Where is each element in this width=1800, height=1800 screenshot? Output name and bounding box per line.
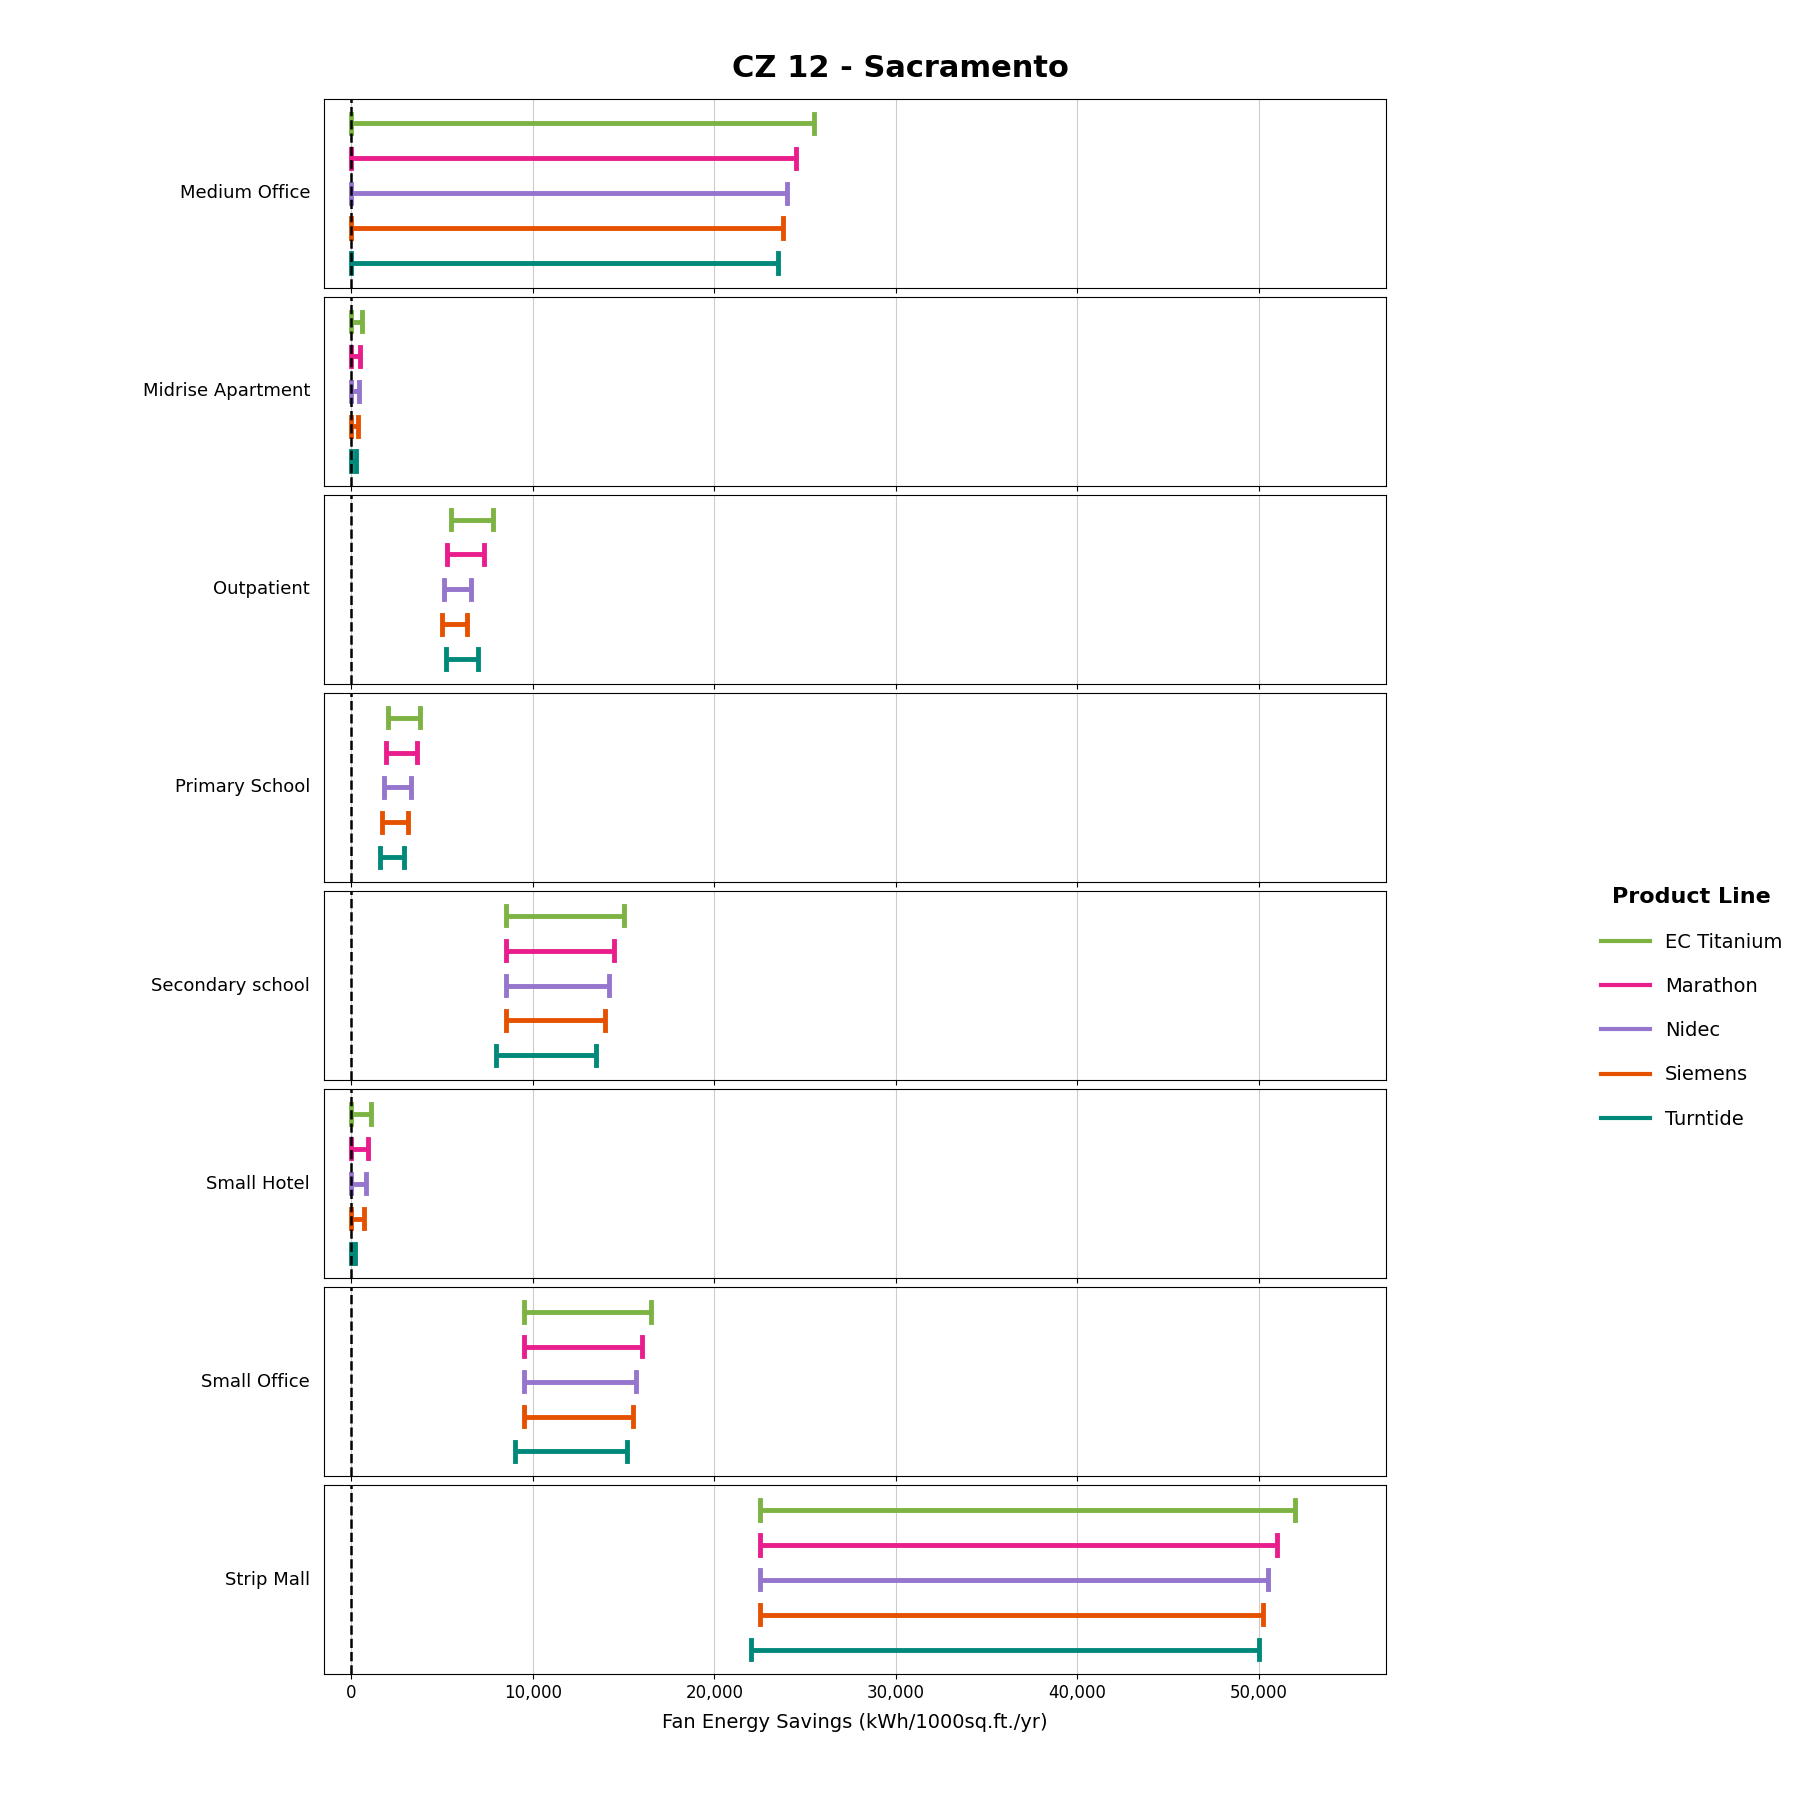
- Y-axis label: Strip Mall: Strip Mall: [225, 1571, 310, 1589]
- Y-axis label: Midrise Apartment: Midrise Apartment: [142, 382, 310, 400]
- Y-axis label: Small Office: Small Office: [202, 1373, 310, 1391]
- X-axis label: Fan Energy Savings (kWh/1000sq.ft./yr): Fan Energy Savings (kWh/1000sq.ft./yr): [662, 1714, 1048, 1732]
- Y-axis label: Primary School: Primary School: [175, 778, 310, 796]
- Legend: EC Titanium, Marathon, Nidec, Siemens, Turntide: EC Titanium, Marathon, Nidec, Siemens, T…: [1593, 880, 1791, 1136]
- Y-axis label: Secondary school: Secondary school: [151, 977, 310, 995]
- Y-axis label: Medium Office: Medium Office: [180, 184, 310, 202]
- Y-axis label: Small Hotel: Small Hotel: [207, 1175, 310, 1193]
- Text: CZ 12 - Sacramento: CZ 12 - Sacramento: [731, 54, 1069, 83]
- Y-axis label: Outpatient: Outpatient: [214, 580, 310, 598]
